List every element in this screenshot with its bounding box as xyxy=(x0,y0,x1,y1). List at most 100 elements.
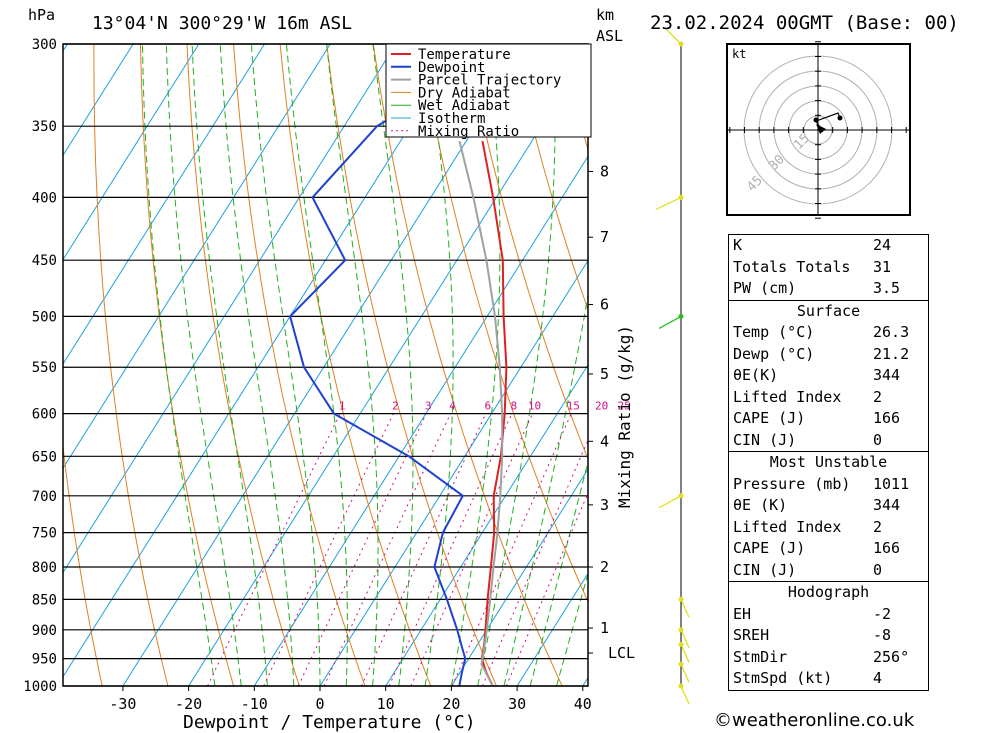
mixing-ratio-tick-label: 3 xyxy=(425,400,432,413)
x-tick-label: -20 xyxy=(175,695,202,713)
isotherm-line xyxy=(253,155,588,686)
dry-adiabat-line xyxy=(512,44,588,312)
stat-value: 31 xyxy=(873,257,892,276)
stat-label: StmSpd (kt) xyxy=(733,669,833,687)
mixing-ratio-tick-label: 15 xyxy=(567,400,580,413)
mixing-ratio-tick-label: 6 xyxy=(485,400,492,413)
lcl-label: LCL xyxy=(608,644,635,662)
stat-label: CIN (J) xyxy=(733,560,797,579)
stat-row: Totals Totals 31 xyxy=(729,257,928,279)
stat-row: K 24 xyxy=(729,235,928,257)
isotherm-line xyxy=(122,44,528,686)
isotherm-line xyxy=(63,44,331,470)
pressure-tick-label: 550 xyxy=(32,360,57,376)
isotherm-line xyxy=(63,44,134,157)
surface-section: Surface Temp (°C) 26.3 Dewp (°C) 21.2 θE(K) 3… xyxy=(729,301,928,452)
mixing-ratio-line xyxy=(361,413,487,686)
mixing-ratio-tick-label: 4 xyxy=(449,400,456,413)
location-label: 13°04'N 300°29'W 16m ASL xyxy=(92,13,352,34)
pressure-tick-label: 300 xyxy=(32,37,57,53)
stats-panel: K 24 Totals Totals 31 PW (cm) 3.5 Surface Tem… xyxy=(728,234,929,691)
hodograph-trace xyxy=(815,112,841,130)
indices-section: K 24 Totals Totals 31 PW (cm) 3.5 xyxy=(729,235,928,301)
wet-adiabat-line xyxy=(529,459,588,686)
storm-motion-marker xyxy=(816,124,826,134)
wind-barb xyxy=(680,663,690,683)
stat-row: Temp (°C) 26.3 xyxy=(729,322,928,344)
stat-label: Temp (°C) xyxy=(733,323,815,341)
wet-adiabat-line xyxy=(424,44,454,686)
stat-row: CAPE (J) 166 xyxy=(729,408,928,430)
wet-adiabat-line xyxy=(450,44,501,686)
mixing-ratio-tick-label: 1 xyxy=(339,400,346,413)
km-tick-label: 6 xyxy=(600,296,609,314)
stat-row: Pressure (mb) 1011 xyxy=(729,474,928,496)
mixing-ratio-line xyxy=(207,413,341,686)
km-tick-label: 2 xyxy=(600,558,609,576)
copyright-footer[interactable]: ©weatheronline.co.uk xyxy=(714,710,915,731)
stat-value: -8 xyxy=(873,626,892,644)
hodograph-unit: kt xyxy=(732,47,746,61)
legend-label: Wet Adiabat xyxy=(418,98,511,114)
x-tick-label: 30 xyxy=(508,695,526,713)
wet-adiabat-line xyxy=(326,44,379,686)
asl-label: ASL xyxy=(596,27,623,45)
mixing-ratio-line xyxy=(323,413,451,686)
hodograph-section: Hodograph EH -2 SREH -8 StmDir 256° StmSpd (kt… xyxy=(729,582,928,690)
dry-adiabat-line xyxy=(372,44,563,686)
wind-barb xyxy=(666,29,682,45)
stat-label: Totals Totals xyxy=(733,257,851,276)
stat-value: 256° xyxy=(873,647,910,666)
stat-row: PW (cm) 3.5 xyxy=(729,278,928,300)
pressure-tick-label: 650 xyxy=(32,449,57,465)
pressure-tick-label: 950 xyxy=(32,652,57,668)
km-tick-label: 4 xyxy=(600,432,609,450)
pressure-tick-label: 500 xyxy=(32,309,57,325)
x-tick-label: -10 xyxy=(241,695,268,713)
isotherm-line xyxy=(0,44,2,686)
isotherm-line xyxy=(63,44,200,261)
dry-adiabat-line xyxy=(233,44,366,686)
stat-value: -2 xyxy=(873,604,892,623)
stat-value: 166 xyxy=(873,539,901,557)
wind-barb xyxy=(680,629,690,649)
stat-label: Lifted Index xyxy=(733,517,842,536)
stat-label: θE (K) xyxy=(733,496,788,514)
most-unstable-section: Most Unstable Pressure (mb) 1011 θE (K) 344… xyxy=(729,452,928,582)
stat-row: Dewp (°C) 21.2 xyxy=(729,344,928,366)
stat-row: StmSpd (kt) 4 xyxy=(729,668,928,690)
pressure-tick-label: 450 xyxy=(32,253,57,269)
stat-value: 1011 xyxy=(873,474,910,493)
stat-label: PW (cm) xyxy=(733,279,797,297)
dry-adiabat-line xyxy=(326,44,497,686)
wet-adiabat-line xyxy=(286,44,348,686)
pressure-tick-label: 800 xyxy=(32,560,57,576)
stat-label: SREH xyxy=(733,626,770,644)
datetime-label: 23.02.2024 00GMT (Base: 00) xyxy=(650,12,959,34)
stat-label: θE(K) xyxy=(733,366,779,384)
dry-adiabat-line xyxy=(932,44,1000,686)
km-tick-label: 8 xyxy=(600,162,609,180)
wind-barb xyxy=(658,495,682,509)
stat-label: Pressure (mb) xyxy=(733,474,851,493)
x-tick-label: 40 xyxy=(574,695,592,713)
isotherm-line xyxy=(450,468,588,686)
hodograph-point xyxy=(813,117,819,123)
stat-label: CIN (J) xyxy=(733,430,797,449)
stat-value: 26.3 xyxy=(873,323,910,341)
wet-adiabat-line xyxy=(556,572,588,686)
legend-label: Mixing Ratio xyxy=(418,124,519,140)
legend-label: Dry Adiabat xyxy=(418,85,511,101)
pressure-tick-label: 1000 xyxy=(23,679,57,695)
dry-adiabat-line xyxy=(93,44,169,686)
stat-row: Lifted Index 2 xyxy=(729,517,928,539)
isotherm-line xyxy=(319,259,588,686)
stat-value: 4 xyxy=(873,669,883,687)
pressure-tick-label: 600 xyxy=(32,407,57,423)
stat-value: 344 xyxy=(873,496,901,514)
stat-label: Dewp (°C) xyxy=(733,344,815,363)
pressure-tick-label: 850 xyxy=(32,592,57,608)
stat-row: CIN (J) 0 xyxy=(729,430,928,452)
plot-frame xyxy=(62,43,589,687)
